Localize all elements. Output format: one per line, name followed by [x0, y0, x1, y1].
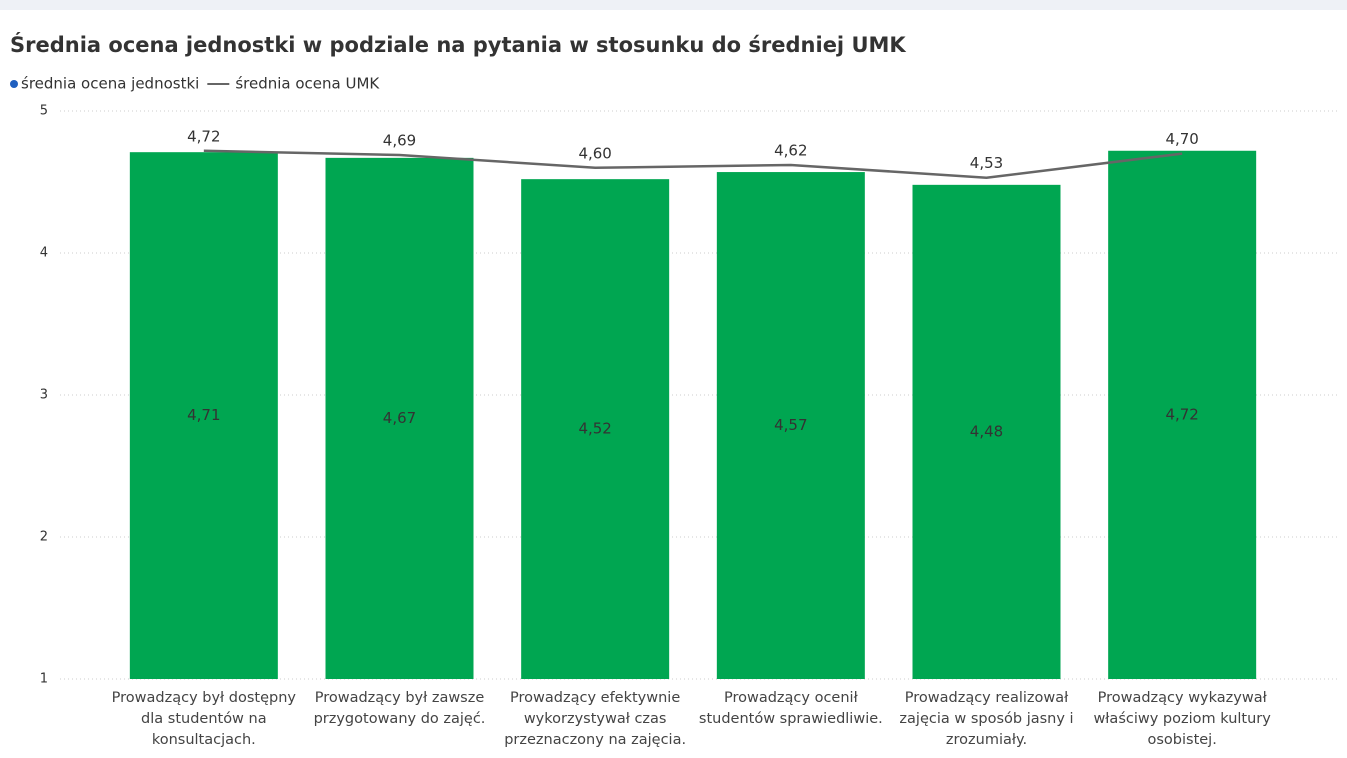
- bar-value-label: 4,67: [383, 409, 416, 427]
- bar: [325, 157, 474, 680]
- bar-value-label: 4,57: [774, 416, 807, 434]
- bar: [521, 179, 670, 679]
- line-value-label: 4,53: [970, 154, 1003, 172]
- x-tick-label: Prowadzący realizował zajęcia w sposób j…: [899, 690, 1074, 748]
- line-value-label: 4,69: [383, 132, 416, 150]
- line-value-label: 4,62: [774, 141, 807, 159]
- line-value-label: 4,70: [1165, 130, 1198, 148]
- x-tick-label: Prowadzący był zawsze przygotowany do za…: [313, 690, 486, 727]
- line-value-label: 4,60: [578, 144, 611, 162]
- bar-value-label: 4,52: [578, 420, 611, 438]
- y-tick-label: 3: [40, 388, 48, 403]
- x-tick-label: Prowadzący wykazywał właściwy poziom kul…: [1093, 690, 1271, 748]
- bar-value-label: 4,71: [187, 406, 220, 424]
- bar-value-label: 4,72: [1165, 405, 1198, 423]
- bar-value-label: 4,48: [970, 422, 1003, 440]
- line: [203, 149, 1183, 179]
- bar: [129, 152, 278, 679]
- bar: [716, 172, 865, 679]
- top-strip: [0, 0, 1347, 10]
- y-tick-label: 1: [40, 672, 48, 687]
- legend-dot: [10, 80, 18, 88]
- x-tick-label: Prowadzący ocenił studentów sprawiedliwi…: [698, 690, 883, 727]
- bar: [1108, 150, 1257, 679]
- y-tick-label: 5: [40, 104, 48, 119]
- x-tick-label: Prowadzący był dostępny dla studentów na…: [111, 690, 296, 748]
- y-tick-label: 4: [40, 246, 48, 261]
- x-tick-label: Prowadzący efektywnie wykorzystywał czas…: [504, 690, 687, 748]
- line-value-label: 4,72: [187, 127, 220, 145]
- y-tick-label: 2: [40, 530, 48, 545]
- chart-title: Średnia ocena jednostki w podziale na py…: [10, 32, 906, 57]
- legend-label: średnia ocena UMK: [235, 75, 380, 93]
- legend-label: średnia ocena jednostki: [21, 75, 199, 93]
- bar: [912, 184, 1061, 679]
